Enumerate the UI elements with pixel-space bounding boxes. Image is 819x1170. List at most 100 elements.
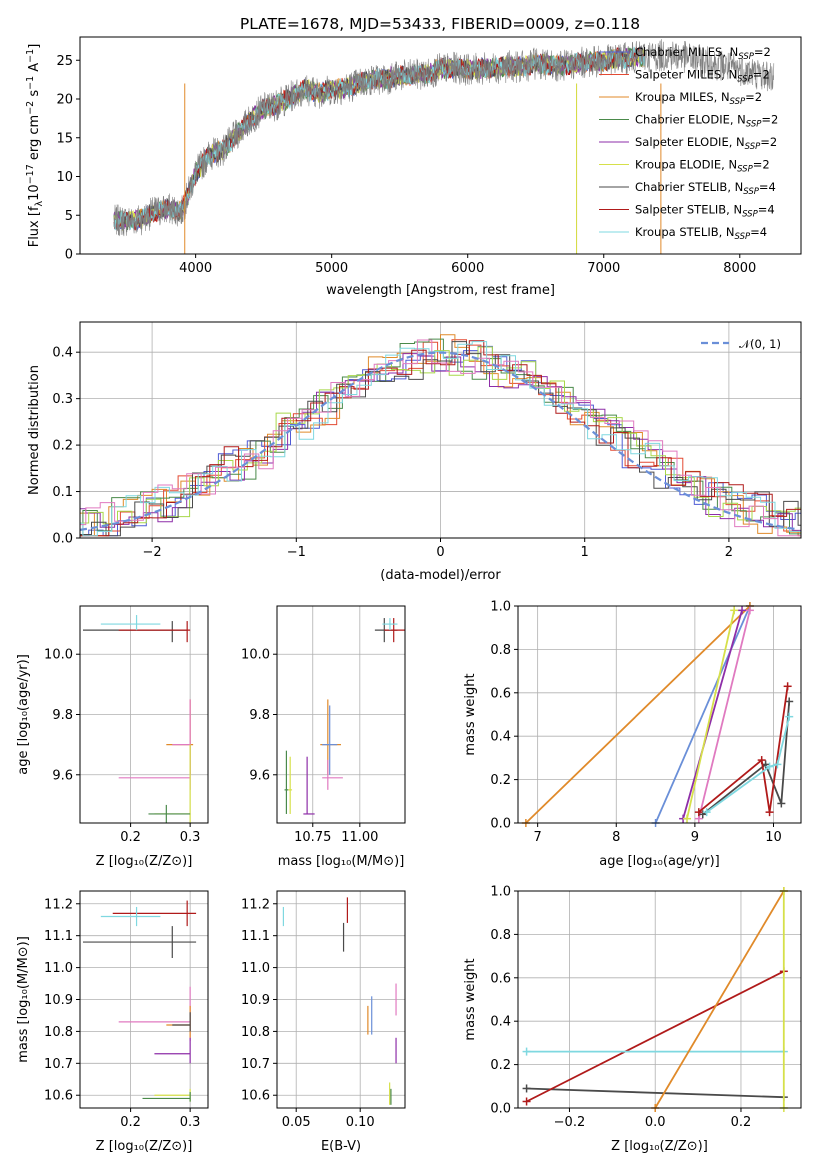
axes-frame <box>79 890 209 1109</box>
x-tick-label: 0.3 <box>180 830 201 845</box>
hist-step-line <box>80 341 801 537</box>
legend-label-tail: =2 <box>753 68 770 82</box>
legend-label-tail: =2 <box>760 135 777 149</box>
y-axis-label-part: A <box>27 63 42 76</box>
y-tick-label: 11.0 <box>44 961 73 976</box>
series-line <box>526 1087 784 1099</box>
legend-label: Chabrier ELODIE, NSSP=2 <box>635 113 778 130</box>
x-tick-label: 0 <box>436 545 444 560</box>
y-tick-label: 10.9 <box>44 993 73 1008</box>
y-axis-label-part: −2 <box>25 101 36 115</box>
x-tick-label: 9 <box>691 830 699 845</box>
y-tick-label: 11.1 <box>44 929 73 944</box>
gaussian-curve <box>80 351 799 531</box>
hist-step-line <box>80 341 801 537</box>
series-line <box>682 610 743 819</box>
legend-label-text: Kroupa MILES, N <box>635 90 730 104</box>
legend-label-sub: SSP <box>737 165 753 175</box>
y-tick-label: 0.2 <box>490 1058 511 1073</box>
x-tick-label: −1 <box>287 545 306 560</box>
legend-label-tail: =4 <box>758 203 775 217</box>
y-tick-label: 10.0 <box>241 648 270 663</box>
y-tick-label: 1.0 <box>490 600 511 615</box>
series-line <box>654 890 785 1109</box>
y-tick-label: 10.7 <box>241 1057 270 1072</box>
y-tick-label: 10.6 <box>241 1089 270 1104</box>
figure-title: PLATE=1678, MJD=53433, FIBERID=0009, z=0… <box>240 15 640 33</box>
y-tick-label: 5 <box>65 209 73 224</box>
y-tick-label: 10.7 <box>44 1057 73 1072</box>
legend-label-sub: SSP <box>743 187 759 197</box>
y-axis-label-part: λ <box>34 200 45 206</box>
series-line <box>654 605 751 824</box>
x-tick-label: 0.2 <box>120 1115 141 1130</box>
legend-label-sub: SSP <box>746 120 762 130</box>
y-tick-label: 20 <box>56 93 73 108</box>
x-tick-label: 6000 <box>451 261 484 276</box>
y-tick-label: 10 <box>56 170 73 185</box>
y-axis-label-part: −17 <box>25 164 36 184</box>
axes-frame <box>79 605 209 824</box>
x-tick-label: 7 <box>534 830 542 845</box>
y-tick-label: 10.8 <box>241 1025 270 1040</box>
legend-label: Salpeter MILES, NSSP=2 <box>635 68 770 85</box>
mass-ebv-points <box>282 897 397 1105</box>
y-tick-label: 10.6 <box>44 1089 73 1104</box>
legend-label-sub: SSP <box>738 52 754 62</box>
spectrum-lines <box>113 39 775 254</box>
hist-step-line <box>80 339 801 537</box>
series-line <box>697 610 751 819</box>
y-axis-label-part: ] <box>27 44 42 49</box>
x-axis-label: (data-model)/error <box>380 568 501 583</box>
age-mass-points <box>284 618 405 815</box>
axes-frame <box>276 605 406 824</box>
y-tick-label: 0.0 <box>52 532 73 547</box>
y-axis-label: Flux [fλ10−17 erg cm−2 s−1 A−1] <box>25 44 45 248</box>
x-tick-label: 11.00 <box>341 830 378 845</box>
legend-label-tail: =2 <box>761 113 778 127</box>
x-tick-label: 0.3 <box>180 1115 201 1130</box>
y-tick-label: 9.8 <box>52 708 73 723</box>
legend-label-tail: =2 <box>753 158 770 172</box>
legend-label: 𝒩(0, 1) <box>739 337 781 351</box>
series-line <box>706 716 791 813</box>
age-z-panel: 0.2 0.3 9.6 9.8 10.0 Z [log₁₀(Z/Z⊙)] age [log₁… <box>16 605 209 869</box>
y-tick-label: 0.0 <box>490 1102 511 1117</box>
legend-label-text: Salpeter ELODIE, N <box>635 135 745 149</box>
y-tick-label: 9.8 <box>249 708 270 723</box>
legend-label-tail: =4 <box>750 225 767 239</box>
x-tick-label: 0.0 <box>645 1115 666 1130</box>
y-axis-label-part: −1 <box>25 49 36 63</box>
x-tick-label: −2 <box>143 545 162 560</box>
y-tick-label: 9.6 <box>52 768 73 783</box>
observed-spectrum-line <box>113 39 775 237</box>
axes-frame <box>517 890 802 1109</box>
legend-label-sub: SSP <box>730 97 746 107</box>
legend-label-tail: =2 <box>754 45 771 59</box>
x-axis-label: Z [log₁₀(Z/Z⊙)] <box>96 1139 193 1154</box>
legend-label-sub: SSP <box>735 232 751 242</box>
legend-label: Chabrier STELIB, NSSP=4 <box>635 180 776 197</box>
x-tick-label: 0.2 <box>731 1115 752 1130</box>
y-axis-label-part: 10 <box>27 184 42 201</box>
series-line <box>526 970 785 1103</box>
y-axis-label: mass weight <box>463 673 478 755</box>
y-tick-label: 11.0 <box>241 961 270 976</box>
legend-label-text: Kroupa STELIB, N <box>635 225 735 239</box>
x-axis-label: E(B-V) <box>321 1139 361 1154</box>
x-tick-label: 10.75 <box>294 830 331 845</box>
y-tick-label: 0.4 <box>490 730 511 745</box>
x-axis-label: mass [log₁₀(M/M⊙)] <box>278 854 405 869</box>
legend-label-tail: =4 <box>759 180 776 194</box>
mw-age-panel: 7 8 9 10 0.0 0.2 0.4 0.6 0.8 1.0 age [log₁₀(age/yr… <box>463 600 802 869</box>
legend-label: Kroupa STELIB, NSSP=4 <box>635 225 767 242</box>
x-axis-label: age [log₁₀(age/yr)] <box>599 854 720 869</box>
y-axis-label-part: erg cm <box>27 115 42 164</box>
axes-frame <box>79 36 802 255</box>
x-axis-label: wavelength [Angstrom, rest frame] <box>326 283 555 298</box>
axes-frame <box>517 605 802 824</box>
x-tick-label: 8000 <box>723 261 756 276</box>
x-axis-label: Z [log₁₀(Z/Z⊙)] <box>96 854 193 869</box>
